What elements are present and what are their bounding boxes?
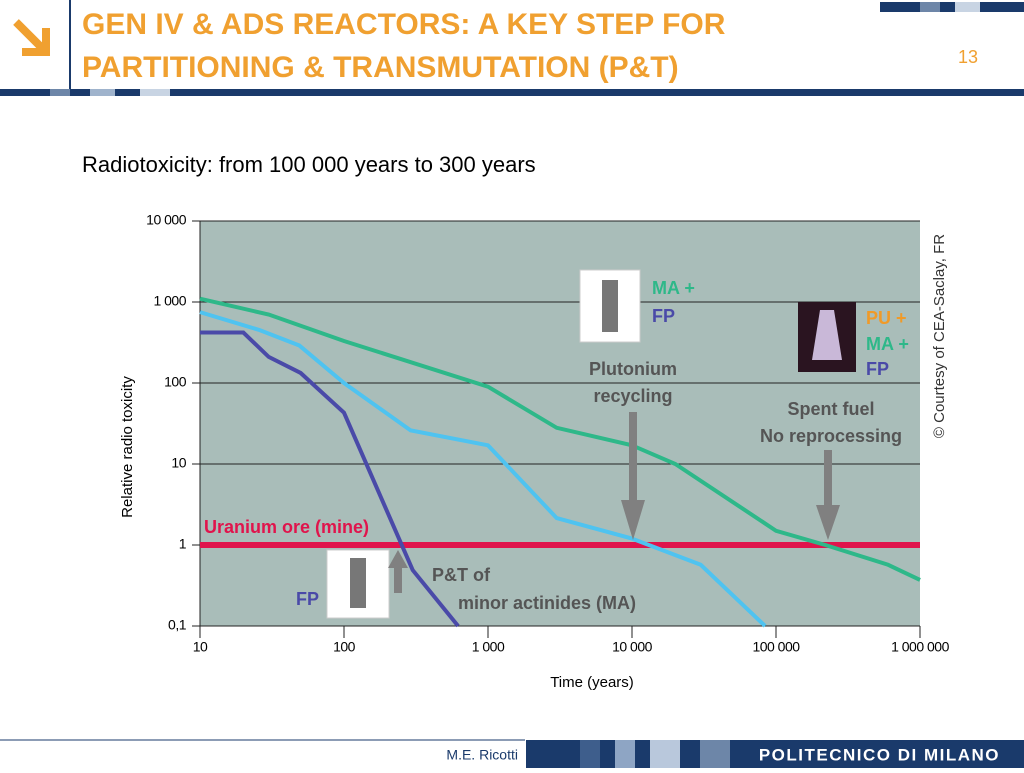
arrow — [388, 550, 408, 593]
bar — [650, 740, 680, 768]
chart: 0,1 1 10 100 1 000 10 000 10 100 1 000 10 000 100 … — [119, 212, 950, 691]
bar — [700, 740, 730, 768]
plot-area — [200, 221, 920, 626]
y-tick-label: 100 — [164, 374, 187, 390]
logo-arrow — [13, 19, 50, 56]
y-tick-label: 1 — [179, 536, 187, 552]
y-tick-label: 0,1 — [168, 617, 187, 633]
annotation: FP — [866, 359, 889, 379]
y-tick-label: 10 — [171, 455, 186, 471]
x-tick-label: 1 000 000 — [891, 639, 949, 655]
annotation: MA + — [652, 278, 695, 298]
x-tick-label: 100 000 — [752, 639, 800, 655]
reference-label: Uranium ore (mine) — [204, 517, 369, 537]
y-tick-label: 1 000 — [153, 293, 186, 309]
annotation: FP — [652, 306, 675, 326]
footer-bar — [526, 740, 1024, 768]
bar — [920, 2, 940, 12]
fuel-rod — [602, 280, 618, 332]
bar — [90, 89, 115, 96]
fuel-glow — [812, 310, 842, 360]
bar — [580, 740, 600, 768]
annotation: Plutonium — [589, 359, 677, 379]
annotation: PU + — [866, 308, 907, 328]
slide-title: PARTITIONING & TRANSMUTATION (P&T) — [82, 51, 679, 84]
annotation: FP — [296, 589, 319, 609]
annotation: recycling — [593, 386, 672, 406]
bar — [50, 89, 70, 96]
annotation: MA + — [866, 334, 909, 354]
page-number: 13 — [958, 47, 978, 67]
bar — [880, 2, 1024, 12]
x-tick-label: 10 — [193, 639, 208, 655]
arrow — [816, 450, 840, 540]
annotation: Spent fuel — [787, 399, 874, 419]
annotation: P&T of — [432, 565, 491, 585]
bar — [526, 740, 1024, 768]
bar — [0, 89, 1024, 96]
x-tick-label: 10 000 — [612, 639, 653, 655]
bar — [140, 89, 170, 96]
fuel-rod — [350, 558, 366, 608]
header-bar — [0, 2, 1024, 96]
bar — [955, 2, 980, 12]
annotation: minor actinides (MA) — [458, 593, 636, 613]
footer-institution: POLITECNICO DI MILANO — [759, 745, 1000, 764]
annotation: No reprocessing — [760, 426, 902, 446]
x-tick-label: 1 000 — [472, 639, 505, 655]
y-axis-label: Relative radio toxicity — [119, 376, 136, 518]
footer-author: M.E. Ricotti — [446, 747, 518, 763]
slide-title: GEN IV & ADS REACTORS: A KEY STEP FOR — [82, 8, 726, 41]
x-axis-label: Time (years) — [550, 674, 634, 691]
bar — [615, 740, 635, 768]
credit: © Courtesy of CEA-Saclay, FR — [931, 234, 948, 438]
y-tick-label: 10 000 — [146, 212, 187, 228]
arrow — [621, 412, 645, 540]
x-tick-label: 100 — [333, 639, 356, 655]
series-line — [200, 330, 460, 628]
subtitle: Radiotoxicity: from 100 000 years to 300… — [82, 152, 536, 177]
series-line — [199, 310, 767, 628]
